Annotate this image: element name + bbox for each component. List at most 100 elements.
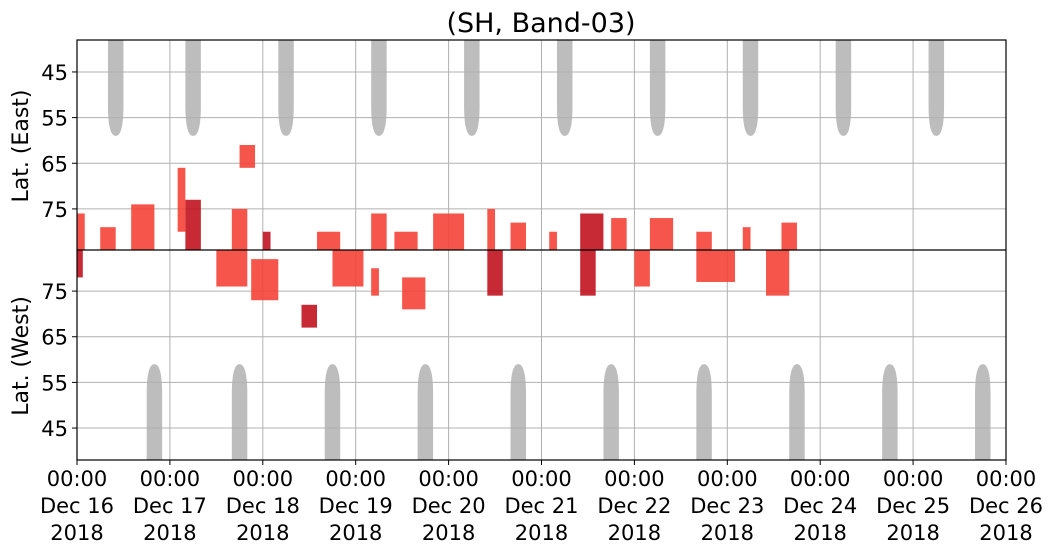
no-coverage-east	[278, 40, 294, 136]
y-axis: 45 55 65 75 75 65 55 45	[41, 61, 77, 441]
activity-patch-west	[402, 277, 426, 310]
x-tick-label: Dec 26	[969, 494, 1043, 518]
no-coverage-west	[231, 364, 248, 460]
x-tick-label: 00:00	[325, 467, 386, 491]
y-label-west: Lat. (West)	[9, 296, 34, 416]
no-coverage-layer	[107, 40, 991, 460]
no-coverage-east	[928, 40, 945, 136]
activity-patch-east	[371, 213, 387, 250]
x-tick-label: Dec 16	[40, 494, 114, 518]
no-coverage-west	[789, 364, 805, 460]
x-axis: 00:00 Dec 16 2018 00:00 Dec 17 2018 00:00 Dec 1…	[40, 460, 1043, 545]
plot-area	[76, 39, 1007, 461]
x-tick-label: 2018	[608, 521, 661, 545]
x-tick-label: 00:00	[233, 467, 294, 491]
x-tick-label: 2018	[236, 521, 289, 545]
x-tick-label: 00:00	[697, 467, 758, 491]
activity-layer	[77, 145, 797, 328]
y-tick-label-east: 55	[41, 107, 68, 131]
no-coverage-west	[882, 364, 898, 460]
x-tick-label: 00:00	[604, 467, 665, 491]
activity-patch-east	[394, 231, 418, 250]
x-tick-label: Dec 18	[226, 494, 300, 518]
activity-patch-east	[510, 222, 527, 250]
no-coverage-west	[417, 364, 434, 460]
no-coverage-west	[324, 364, 341, 460]
x-tick-label: 2018	[50, 521, 103, 545]
activity-patch-west	[634, 250, 650, 287]
activity-patch-east	[185, 199, 201, 250]
activity-patch-west	[216, 250, 248, 287]
x-tick-label: 2018	[143, 521, 196, 545]
y-tick-label-west: 75	[41, 280, 68, 304]
x-tick-label: 2018	[886, 521, 939, 545]
no-coverage-east	[107, 40, 124, 136]
no-coverage-east	[556, 40, 573, 136]
x-tick-label: Dec 22	[597, 494, 671, 518]
activity-patch-west	[371, 268, 379, 296]
y-tick-label-west: 65	[41, 326, 68, 350]
activity-patch-east	[649, 218, 674, 250]
activity-patch-west	[332, 250, 364, 287]
activity-patch-west	[301, 304, 317, 328]
x-tick-label: 2018	[793, 521, 846, 545]
x-tick-label: Dec 20	[412, 494, 486, 518]
x-tick-label: Dec 23	[690, 494, 764, 518]
y-label-east: Lat. (East)	[9, 90, 34, 203]
y-tick-label-east: 45	[41, 61, 68, 85]
x-tick-label: 2018	[979, 521, 1032, 545]
chart-title: (SH, Band-03)	[446, 8, 635, 39]
activity-patch-west	[696, 250, 736, 282]
no-coverage-west	[975, 364, 991, 460]
activity-patch-east	[611, 218, 627, 250]
x-tick-label: 00:00	[140, 467, 201, 491]
activity-patch-east	[781, 222, 797, 250]
y-tick-label-east: 65	[41, 152, 68, 176]
no-coverage-west	[146, 364, 163, 460]
x-tick-label: Dec 25	[876, 494, 950, 518]
activity-patch-east	[131, 204, 155, 250]
no-coverage-west	[510, 364, 527, 460]
activity-patch-east	[239, 145, 256, 168]
x-tick-label: 2018	[422, 521, 475, 545]
no-coverage-west	[603, 364, 619, 460]
activity-patch-east	[262, 231, 271, 250]
activity-patch-west	[766, 250, 790, 296]
x-tick-label: 00:00	[883, 467, 944, 491]
no-coverage-east	[742, 40, 759, 136]
x-tick-label: 00:00	[976, 467, 1037, 491]
x-tick-label: 2018	[515, 521, 568, 545]
no-coverage-east	[835, 40, 852, 136]
activity-patch-east	[549, 231, 557, 250]
activity-patch-east	[77, 213, 85, 250]
x-tick-label: Dec 24	[783, 494, 857, 518]
no-coverage-west	[696, 364, 712, 460]
y-tick-label-east: 75	[41, 198, 68, 222]
x-tick-label: 00:00	[418, 467, 479, 491]
x-tick-label: 2018	[701, 521, 754, 545]
x-tick-label: 2018	[329, 521, 382, 545]
activity-patch-east	[231, 208, 248, 250]
activity-patch-east	[177, 167, 186, 232]
activity-patch-east	[696, 231, 712, 250]
no-coverage-east	[185, 40, 201, 136]
activity-patch-east	[100, 227, 116, 250]
y-tick-label-west: 55	[41, 371, 68, 395]
activity-patch-east	[742, 227, 751, 250]
x-tick-label: Dec 19	[319, 494, 393, 518]
activity-patch-west	[251, 259, 279, 301]
x-tick-label: 00:00	[511, 467, 572, 491]
y-tick-label-west: 45	[41, 417, 68, 441]
no-coverage-east	[464, 40, 480, 136]
no-coverage-east	[649, 40, 666, 136]
activity-patch-west	[580, 250, 596, 296]
activity-patch-east	[487, 208, 496, 250]
x-tick-label: Dec 21	[504, 494, 578, 518]
x-tick-label: 00:00	[790, 467, 851, 491]
activity-patch-east	[580, 213, 604, 250]
no-coverage-east	[371, 40, 387, 136]
activity-patch-west	[487, 250, 503, 296]
x-tick-label: Dec 17	[133, 494, 207, 518]
activity-patch-west	[77, 250, 83, 278]
